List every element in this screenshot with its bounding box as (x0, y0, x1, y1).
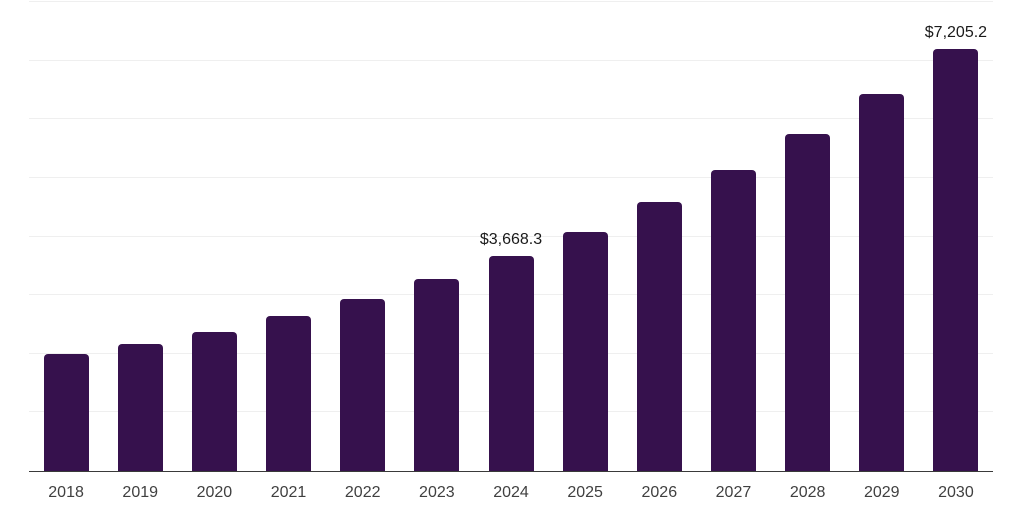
bar-2024 (488, 255, 534, 471)
gridline-7000 (29, 59, 993, 61)
x-axis: 2018 2019 2020 2021 2022 2023 2024 2025 2026 2027… (29, 472, 993, 512)
bar-2023 (414, 278, 460, 471)
value-label-2030: $7,205.2 (924, 23, 988, 41)
x-tick-label-2030: 2030 (938, 484, 974, 501)
bar-2021 (266, 316, 312, 471)
x-tick-label-2024: 2024 (493, 484, 529, 501)
gridline-6000 (29, 118, 993, 120)
x-tick-label-2028: 2028 (789, 484, 826, 501)
x-tick-label-2029: 2029 (863, 484, 900, 501)
bar-2022 (340, 299, 386, 471)
x-tick-label-2026: 2026 (641, 484, 678, 501)
gridline-8000 (29, 1, 993, 2)
bar-2020 (191, 331, 237, 471)
x-tick-label-2019: 2019 (122, 484, 159, 501)
value-label-2024: $3,668.3 (479, 230, 543, 248)
bar-2026 (636, 202, 682, 471)
gridline-4000 (29, 235, 993, 237)
x-tick-label-2018: 2018 (48, 484, 84, 501)
x-tick-label-2021: 2021 (270, 484, 307, 501)
bar-2030 (933, 48, 979, 471)
x-tick-label-2020: 2020 (196, 484, 233, 501)
bar-2019 (117, 343, 163, 471)
gridline-5000 (29, 176, 993, 178)
bar-2028 (785, 133, 831, 471)
plot-area: $3,668.3 $7,205.2 (29, 1, 993, 472)
x-tick-label-2025: 2025 (567, 484, 603, 501)
bar-2025 (562, 231, 608, 471)
x-tick-label-2027: 2027 (715, 484, 752, 501)
bar-2029 (859, 94, 905, 471)
bar-2018 (43, 354, 89, 471)
bar-2027 (710, 169, 756, 471)
x-tick-label-2022: 2022 (344, 484, 381, 501)
x-tick-label-2023: 2023 (419, 484, 455, 501)
